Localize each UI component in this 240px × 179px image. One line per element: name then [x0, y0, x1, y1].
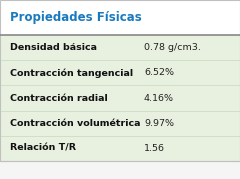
Text: Relación T/R: Relación T/R — [10, 144, 76, 153]
Text: Contracción volumétrica: Contracción volumétrica — [10, 119, 140, 128]
Text: 9.97%: 9.97% — [144, 119, 174, 128]
Text: Contracción radial: Contracción radial — [10, 93, 107, 103]
Text: 6.52%: 6.52% — [144, 68, 174, 77]
Text: Propiedades Físicas: Propiedades Físicas — [10, 11, 141, 24]
Text: Densidad básica: Densidad básica — [10, 43, 96, 52]
Text: 4.16%: 4.16% — [144, 93, 174, 103]
Bar — [0, 35, 240, 161]
Bar — [0, 0, 240, 35]
Text: 1.56: 1.56 — [144, 144, 165, 153]
Text: 0.78 g/cm3.: 0.78 g/cm3. — [144, 43, 201, 52]
Text: Contracción tangencial: Contracción tangencial — [10, 68, 133, 78]
